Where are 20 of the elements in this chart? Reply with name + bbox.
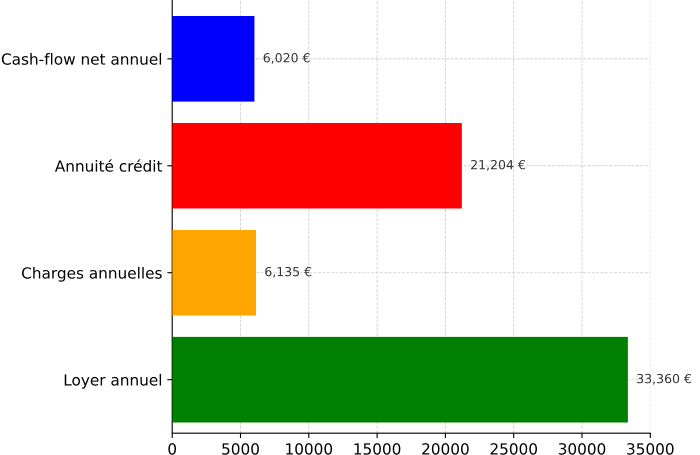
x-tick-label: 20000 — [422, 443, 469, 455]
y-tick-label: Annuité crédit — [54, 159, 162, 172]
bar — [172, 122, 462, 209]
data-label: 33,360 € — [637, 374, 692, 385]
data-label: 21,204 € — [471, 160, 526, 171]
data-label: 6,135 € — [265, 266, 312, 278]
bar — [172, 230, 256, 316]
y-tick-label: Loyer annuel — [64, 374, 162, 389]
x-tick-label: 35000 — [627, 443, 674, 455]
bar — [172, 336, 628, 422]
x-tick-label: 0 — [168, 443, 176, 455]
bar — [172, 16, 254, 102]
x-tick-label: 30000 — [558, 443, 606, 455]
x-tick-label: 5000 — [222, 443, 259, 455]
data-label: 6,020 € — [264, 52, 310, 64]
x-tick-label: 25000 — [490, 443, 537, 455]
y-tick-label: Cash-flow net annuel — [2, 53, 162, 65]
y-tick-label: Charges annuelles — [22, 266, 162, 282]
x-tick-label: 15000 — [354, 443, 400, 455]
x-tick-label: 10000 — [286, 443, 332, 455]
